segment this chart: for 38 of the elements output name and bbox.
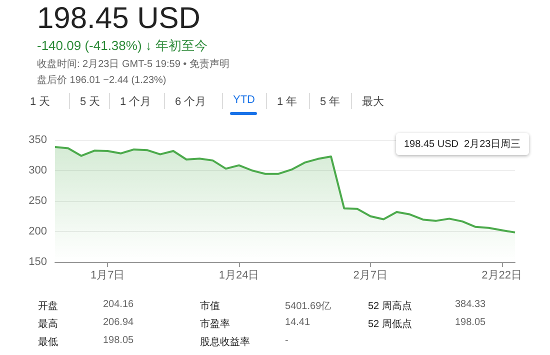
text: 股息收益率 [200,336,250,349]
text: 1 天 [30,95,50,109]
text: 最大 [362,95,384,109]
text: 204.16 [103,299,134,310]
y-tick-label: 150 [28,256,47,268]
y-tick-label: 200 [28,226,47,238]
text: 最低 [38,336,58,349]
text: 市值 [200,300,220,313]
text: 384.33 [455,299,486,310]
text: 收盘时间: 2月23日 GMT-5 19:59 • 免责声明 [37,58,230,71]
text: 开盘 [38,300,58,313]
x-tick-label: 2月7日 [353,270,388,282]
text: 市盈率 [200,318,230,331]
x-tick-label: 1月7日 [90,270,125,282]
text: 6 个月 [175,95,206,109]
text: 14.41 [285,317,310,328]
text: 5 天 [80,95,100,109]
text: 最高 [38,318,58,331]
chart-subtitle: -140.09 (-41.38%) ↓ 年初至今 [37,37,208,55]
text: 206.94 [103,317,134,328]
text: 5 年 [320,95,340,109]
y-tick-label: 300 [28,164,47,176]
text: 52 周低点 [368,318,412,331]
chart-title: 198.45 USD [37,2,200,36]
text: 198.05 [103,335,134,346]
text: 198.05 [455,317,486,328]
text: 52 周高点 [368,300,412,313]
x-tick-label: 2月22日 [482,270,522,282]
text: 1 年 [277,95,298,109]
text: 盘后价 196.01 −2.44 (1.23%) [37,74,166,87]
text: 5401.69亿 [285,300,332,313]
text: 1 个月 [120,95,152,109]
text: - [285,335,288,346]
y-tick-label: 250 [28,195,47,207]
x-tick-label: 1月24日 [218,270,260,282]
annotation: 198.45 USD 2月23日周三 [396,133,529,155]
text: YTD [233,94,255,106]
y-tick-label: 350 [28,134,47,146]
